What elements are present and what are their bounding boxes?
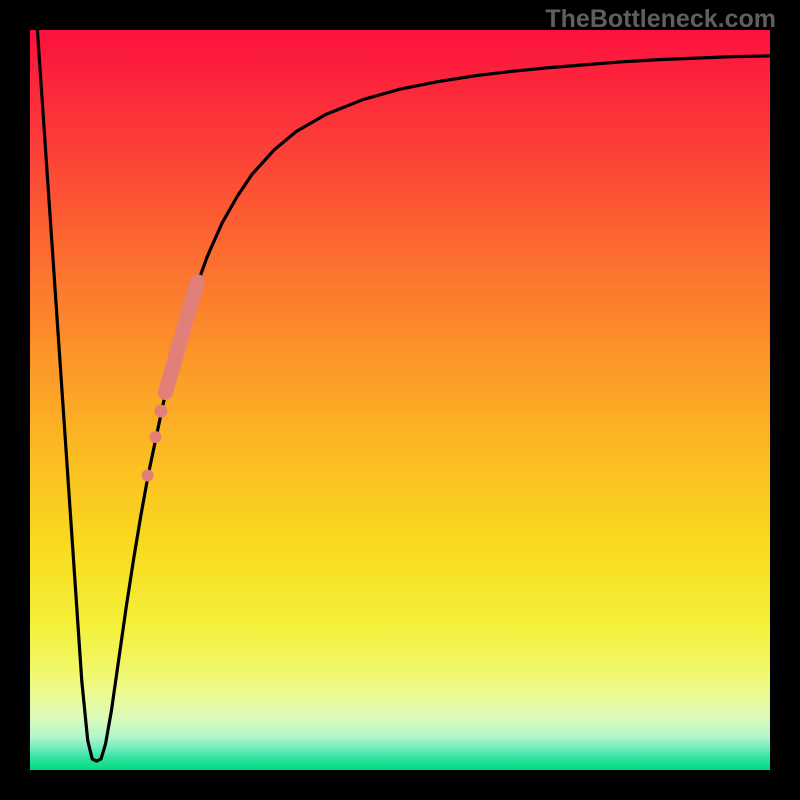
plot-area xyxy=(30,30,770,770)
chart-frame: TheBottleneck.com xyxy=(0,0,800,800)
gradient-background xyxy=(30,30,770,770)
highlight-dot xyxy=(149,431,161,443)
highlight-dot xyxy=(142,469,154,481)
highlight-dot xyxy=(154,405,167,418)
watermark-text: TheBottleneck.com xyxy=(545,5,776,34)
chart-svg xyxy=(30,30,770,770)
